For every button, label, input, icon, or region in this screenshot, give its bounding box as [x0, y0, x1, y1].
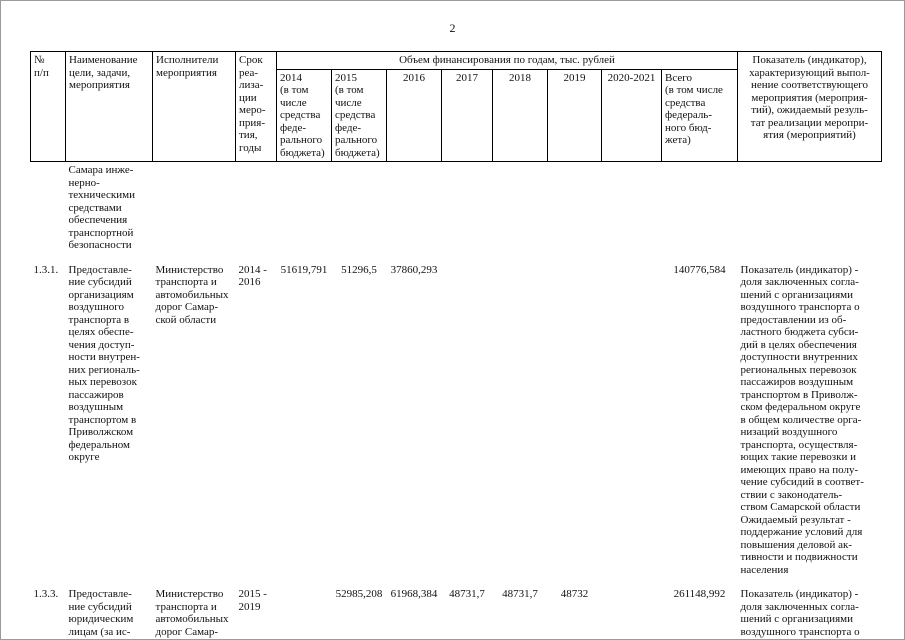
header-year-2016: 2016	[386, 68, 442, 162]
header-year-2015: 2015 (в том числе средства феде- ральног…	[331, 68, 387, 162]
financing-table: № п/п Наименование цели, задачи, меропри…	[30, 51, 882, 639]
table-row: 1.3.3. Предоставле- ние субсидий юридиче…	[31, 586, 882, 639]
cell-2019	[548, 262, 602, 587]
header-period: Срок реа- лиза- ции меро- прия- тия, год…	[235, 51, 277, 162]
cell-period: 2014 - 2016	[238, 263, 267, 289]
cell-total: 261148,992	[673, 588, 726, 600]
cell-2016	[387, 162, 442, 262]
page-number: 2	[449, 21, 456, 35]
cell-total: 140776,584	[673, 263, 726, 276]
cell-indicator: Показатель (индикатор) - доля заключенны…	[740, 263, 864, 576]
cell-period	[236, 162, 277, 262]
header-year-2020-2021: 2020-2021	[601, 68, 662, 162]
header-row-2: 2014 (в том числе средства феде- ральног…	[31, 68, 882, 162]
header-executors: Исполнители мероприятия	[152, 51, 236, 162]
cell-executors	[153, 162, 236, 262]
header-year-2018: 2018	[492, 68, 548, 162]
cell-activity-name: Предоставле- ние субсидий юридическим ли…	[68, 588, 134, 638]
header-indicator: Показатель (индикатор), характеризующий …	[737, 51, 882, 162]
cell-2014: 51619,791	[280, 263, 328, 276]
header-num: № п/п	[30, 51, 66, 162]
cell-2014	[277, 586, 332, 639]
cell-num	[31, 162, 66, 262]
header-row-1: № п/п Наименование цели, задачи, меропри…	[30, 51, 882, 162]
header-year-2017: 2017	[441, 68, 493, 162]
cell-activity-name: Самара инже- нерно- техническими средств…	[68, 164, 135, 251]
cell-2015	[332, 162, 387, 262]
cell-activity-name: Предоставле- ние субсидий организациям в…	[68, 263, 140, 464]
cell-2019: 48732	[560, 588, 589, 600]
cell-2020-2021	[602, 262, 662, 587]
cell-2017	[442, 262, 493, 587]
table-row: Самара инже- нерно- техническими средств…	[31, 162, 882, 262]
cell-2017	[442, 162, 493, 262]
cell-2020-2021	[602, 586, 662, 639]
cell-indicator: Показатель (индикатор) - доля заключенны…	[740, 588, 860, 638]
cell-num: 1.3.3.	[33, 588, 59, 600]
cell-2018	[493, 262, 548, 587]
header-total: Всего (в том числе средства федераль- но…	[661, 68, 738, 162]
cell-2017: 48731,7	[449, 588, 485, 600]
header-financing-group: Объем финансирования по годам, тыс. рубл…	[276, 51, 738, 70]
cell-indicator	[738, 162, 882, 262]
cell-total	[662, 162, 738, 262]
cell-2016: 61968,384	[390, 588, 438, 600]
cell-num: 1.3.1.	[33, 263, 59, 276]
header-year-2014: 2014 (в том числе средства феде- ральног…	[276, 68, 332, 162]
cell-executors: Министерство транспорта и автомобильных …	[155, 588, 229, 638]
cell-2014	[277, 162, 332, 262]
cell-period: 2015 - 2019	[238, 588, 267, 613]
cell-2020-2021	[602, 162, 662, 262]
cell-executors: Министерство транспорта и автомобильных …	[155, 263, 229, 326]
table-row: 1.3.1. Предоставле- ние субсидий организ…	[31, 262, 882, 587]
header-activity-name: Наименование цели, задачи, мероприятия	[65, 51, 153, 162]
header-year-2019: 2019	[547, 68, 602, 162]
cell-2015: 52985,208	[335, 588, 383, 600]
cell-2018: 48731,7	[502, 588, 538, 600]
cell-2019	[548, 162, 602, 262]
cell-2018	[493, 162, 548, 262]
cell-2016: 37860,293	[390, 263, 438, 276]
cell-2015: 51296,5	[341, 263, 377, 276]
